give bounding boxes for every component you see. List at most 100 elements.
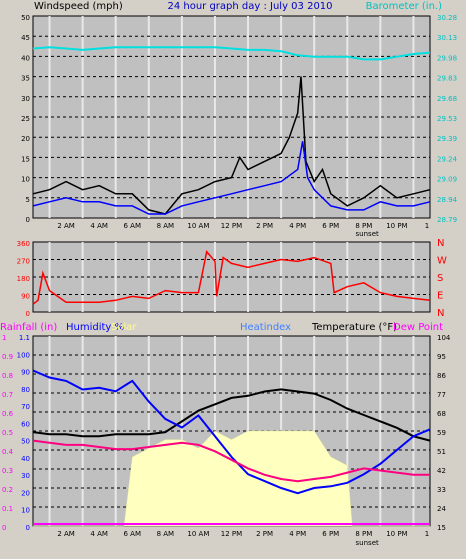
temperature-line [32,388,431,442]
humidity-tick-label: 70 [21,403,30,411]
wind-direction-line [32,250,431,305]
x-tick-label: 10 PM [386,222,407,230]
temperature-tick-label: 24 [437,505,446,513]
humidity-tick-label: 80 [21,386,30,394]
sunset-label: sunset [356,230,379,238]
legend-item: Heatindex [240,322,291,333]
sunset-label: sunset [356,539,379,547]
temperature-tick-label: 95 [437,353,446,361]
wind-tick-label: 10 [21,176,30,184]
direction-tick-label: 0 [26,310,30,318]
wind-tick-label: 40 [21,54,30,62]
x-tick-label: 10 AM [187,222,209,230]
x-tick-label: 4 PM [289,530,306,538]
temperature-tick-label: 59 [437,429,446,437]
humidity-tick-label: 0 [26,524,30,532]
temperature-tick-label: 15 [437,524,446,532]
barometer-tick-label: 29.24 [437,155,458,163]
x-tick-label: 8 PM [355,530,372,538]
windspeed-line [32,76,431,215]
compass-tick-label: E [437,291,443,302]
direction-tick-label: 270 [17,258,30,266]
barometer-tick-label: 29.09 [437,176,457,184]
legend-item: Dew Point [393,322,443,333]
wind-barometer-panel: 5045403530252015105030.2830.1329.9829.83… [21,14,458,238]
wind-tick-label: 15 [21,155,30,163]
x-tick-label: 2 PM [256,222,273,230]
x-tick-label: 6 PM [322,222,339,230]
rain-tick-label: 0.9 [2,353,13,361]
rain-tick-label: 0.6 [2,410,14,418]
rain-tick-label: 0.8 [2,372,13,380]
humidity-tick-label: 10 [21,507,30,515]
legend-item: Humidity % [66,322,124,333]
x-tick-label: 2 AM [57,530,75,538]
legend-item: Solar [111,322,137,333]
humidity-tick-label: 100 [17,351,30,359]
x-tick-label: 2 AM [57,222,75,230]
x-tick-label: 12 PM [221,530,242,538]
x-tick-label: 2 PM [256,530,273,538]
compass-tick-label: S [437,273,443,284]
humidity-tick-label: 40 [21,455,30,463]
temperature-tick-label: 68 [437,410,446,418]
direction-tick-label: 360 [17,240,30,248]
solar-area [33,430,430,527]
x-tick-label: 6 AM [123,222,141,230]
wind-tick-label: 25 [21,115,30,123]
compass-tick-label: N [437,238,444,249]
humidity-tick-label: 50 [21,438,30,446]
windspeed-label: Windspeed (mph) [34,1,123,12]
rain-tick-label: 0.3 [2,467,13,475]
humidity-tick-label: 30 [21,472,30,480]
rain-tick-label: 0.4 [2,448,14,456]
barometer-tick-label: 29.83 [437,75,457,83]
wind-tick-label: 5 [26,196,30,204]
x-tick-label: 8 AM [157,530,175,538]
barometer-label: Barometer (in.) [366,1,442,12]
barometer-tick-label: 30.28 [437,14,457,22]
compass-tick-label: N [437,308,444,319]
temperature-tick-label: 86 [437,372,446,380]
x-tick-label: 10 PM [386,530,407,538]
x-tick-end-label: 1 [425,530,429,538]
barometer-tick-label: 29.39 [437,135,457,143]
x-tick-label: 12 PM [221,222,242,230]
barometer-tick-label: 29.53 [437,115,457,123]
legend-item: Rainfall (in) [0,322,57,333]
wind-tick-label: 35 [21,75,30,83]
rain-tick-label: 0.1 [2,505,13,513]
x-tick-label: 4 AM [90,222,108,230]
barometer-tick-label: 28.79 [437,216,457,224]
barometer-tick-label: 29.68 [437,95,457,103]
rain-tick-label: 1 [2,334,6,342]
barometer-tick-label: 28.94 [437,196,458,204]
rain-tick-label: 0.5 [2,429,13,437]
humidity-tick-label: 60 [21,420,30,428]
rain-tick-label: 0.7 [2,391,13,399]
rain-tick-label: 0.2 [2,486,13,494]
wind-tick-label: 20 [21,135,30,143]
chart-title: 24 hour graph day : July 03 2010 [167,1,332,12]
dewpoint-line [32,439,430,483]
barometer-line [32,46,431,61]
barometer-tick-label: 29.98 [437,54,457,62]
wind-tick-label: 0 [26,216,30,224]
humidity-line [32,369,431,495]
legend-item: Temperature (°F) [311,322,397,333]
wind-tick-label: 50 [21,14,30,22]
barometer-tick-label: 30.13 [437,34,457,42]
x-tick-label: 4 PM [289,222,306,230]
temperature-tick-label: 51 [437,448,446,456]
wind-tick-label: 30 [21,95,30,103]
rain-tick-label: 0 [2,524,6,532]
x-tick-label: 4 AM [90,530,108,538]
x-tick-label: 8 PM [355,222,372,230]
direction-tick-label: 180 [17,275,30,283]
temperature-tick-label: 33 [437,486,446,494]
x-tick-end-label: 1 [425,222,429,230]
windspeed-avg-line [32,141,431,215]
humidity-tick-label: 20 [21,489,30,497]
wind-tick-label: 45 [21,34,30,42]
